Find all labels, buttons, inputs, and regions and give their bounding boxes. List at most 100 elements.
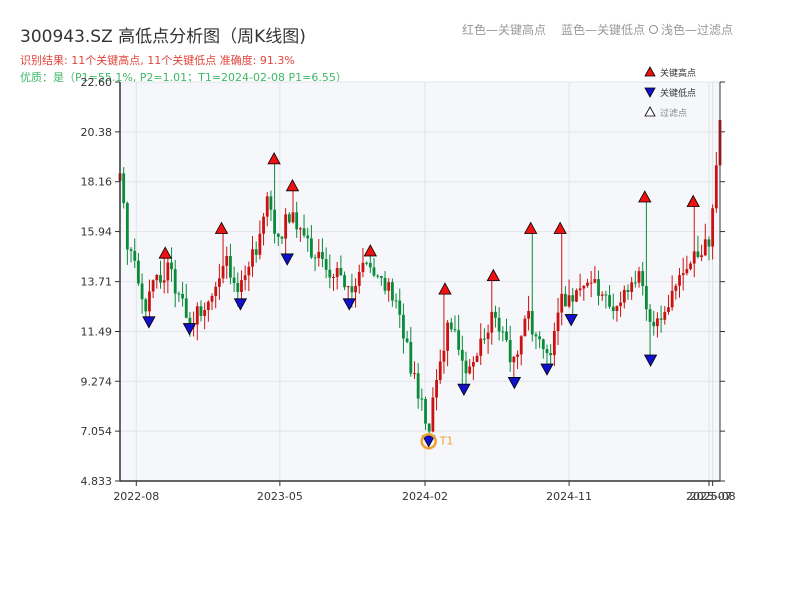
candle-body <box>692 251 696 264</box>
candle-body <box>133 250 137 261</box>
candle-body <box>674 285 678 291</box>
key-high-marker <box>158 246 172 259</box>
y-tick-label: 18.16 <box>81 176 113 189</box>
candle-body <box>236 282 240 293</box>
candle-body <box>170 262 173 270</box>
candle-body <box>291 212 295 223</box>
candle-body <box>689 263 692 270</box>
candle-body <box>159 275 162 283</box>
candle-body <box>254 249 258 255</box>
candle-body <box>670 290 674 308</box>
candle-body <box>438 361 442 381</box>
candle-body <box>394 300 398 302</box>
candle-body <box>641 271 645 286</box>
legend-light-filtered: 浅色—过滤点 <box>649 21 733 38</box>
candle-body <box>383 277 387 291</box>
candle-body <box>435 380 438 398</box>
candle-body <box>321 251 324 260</box>
candle-body <box>376 275 380 277</box>
candle-body <box>523 318 527 337</box>
legend-marker-high <box>644 66 656 77</box>
candle-body <box>556 312 560 331</box>
candle-body <box>368 262 372 268</box>
candle-body <box>125 203 129 250</box>
key-high-marker <box>686 194 700 207</box>
y-tick-label: 7.054 <box>81 425 113 438</box>
candle-body <box>479 338 483 356</box>
candle-body <box>611 306 615 312</box>
candle-body <box>409 341 413 374</box>
key-high-marker <box>267 152 281 165</box>
legend-red-key-highs: 红色—关键高点 <box>462 23 547 37</box>
candle-body <box>659 318 663 320</box>
candle-body <box>571 295 575 302</box>
candle-body <box>140 283 144 300</box>
candle-body <box>240 280 243 293</box>
candle-body <box>372 267 376 276</box>
candle-body <box>313 257 317 259</box>
key-high-marker <box>363 244 377 257</box>
candle-body <box>339 268 343 276</box>
candle-body <box>177 293 181 295</box>
chart-title: 300943.SZ 高低点分析图（周K线图) <box>20 27 306 47</box>
candle-body <box>464 360 468 374</box>
candle-body <box>685 269 689 274</box>
legend-marker-low <box>644 87 656 98</box>
candle-body <box>471 362 475 367</box>
candle-body <box>181 293 184 299</box>
candle-body <box>122 173 126 204</box>
x-tick-label: 2024-02 <box>402 490 448 503</box>
x-tick-label: 2025-07 <box>686 490 732 503</box>
key-low-marker <box>507 377 522 390</box>
candle-body <box>608 295 611 307</box>
y-tick-label: 15.94 <box>81 226 113 239</box>
candle-body <box>644 285 648 310</box>
candle-body <box>155 275 159 281</box>
candle-body <box>652 321 656 327</box>
candle-body <box>549 353 553 356</box>
candle-body <box>501 331 505 333</box>
candle-body <box>475 355 479 363</box>
key-high-marker <box>486 268 501 282</box>
candle-body <box>203 310 207 316</box>
key-low-marker <box>422 435 436 448</box>
candle-body <box>328 269 332 278</box>
legend-light-label: 浅色—过滤点 <box>661 23 734 37</box>
candle-body <box>247 266 251 276</box>
candle-body <box>195 306 199 325</box>
candle-body <box>431 397 435 432</box>
candle-body <box>148 291 151 312</box>
y-tick-label: 11.49 <box>81 326 113 339</box>
key-low-marker <box>233 298 248 311</box>
y-tick-label: 9.274 <box>81 375 113 388</box>
key-high-marker <box>638 190 652 203</box>
candle-body <box>287 214 291 223</box>
candle-body <box>619 302 623 307</box>
candle-body <box>552 330 556 356</box>
candle-body <box>534 334 538 337</box>
candle-body <box>711 208 715 247</box>
t1-label: T1 <box>439 434 454 447</box>
candle-body <box>221 265 225 279</box>
candle-body <box>424 399 427 424</box>
candle-body <box>405 338 409 342</box>
candle-body <box>630 282 634 292</box>
key-low-marker <box>182 323 197 336</box>
candle-body <box>416 373 420 399</box>
t1-ring <box>420 433 437 450</box>
candle-body <box>446 322 450 351</box>
candle-body <box>512 356 516 363</box>
x-tick-label: 2025-08 <box>690 490 736 503</box>
legend-label-filtered: 过滤点 <box>660 107 687 119</box>
candle-body <box>361 262 365 273</box>
candle-body <box>663 312 667 320</box>
candle-body <box>129 249 133 251</box>
candle-body <box>626 289 630 292</box>
key-low-marker <box>142 316 156 329</box>
x-tick-label: 2023-05 <box>257 490 303 503</box>
candle-body <box>184 298 188 318</box>
legend-label-high: 关键高点 <box>660 67 696 79</box>
candle-body <box>530 310 534 335</box>
